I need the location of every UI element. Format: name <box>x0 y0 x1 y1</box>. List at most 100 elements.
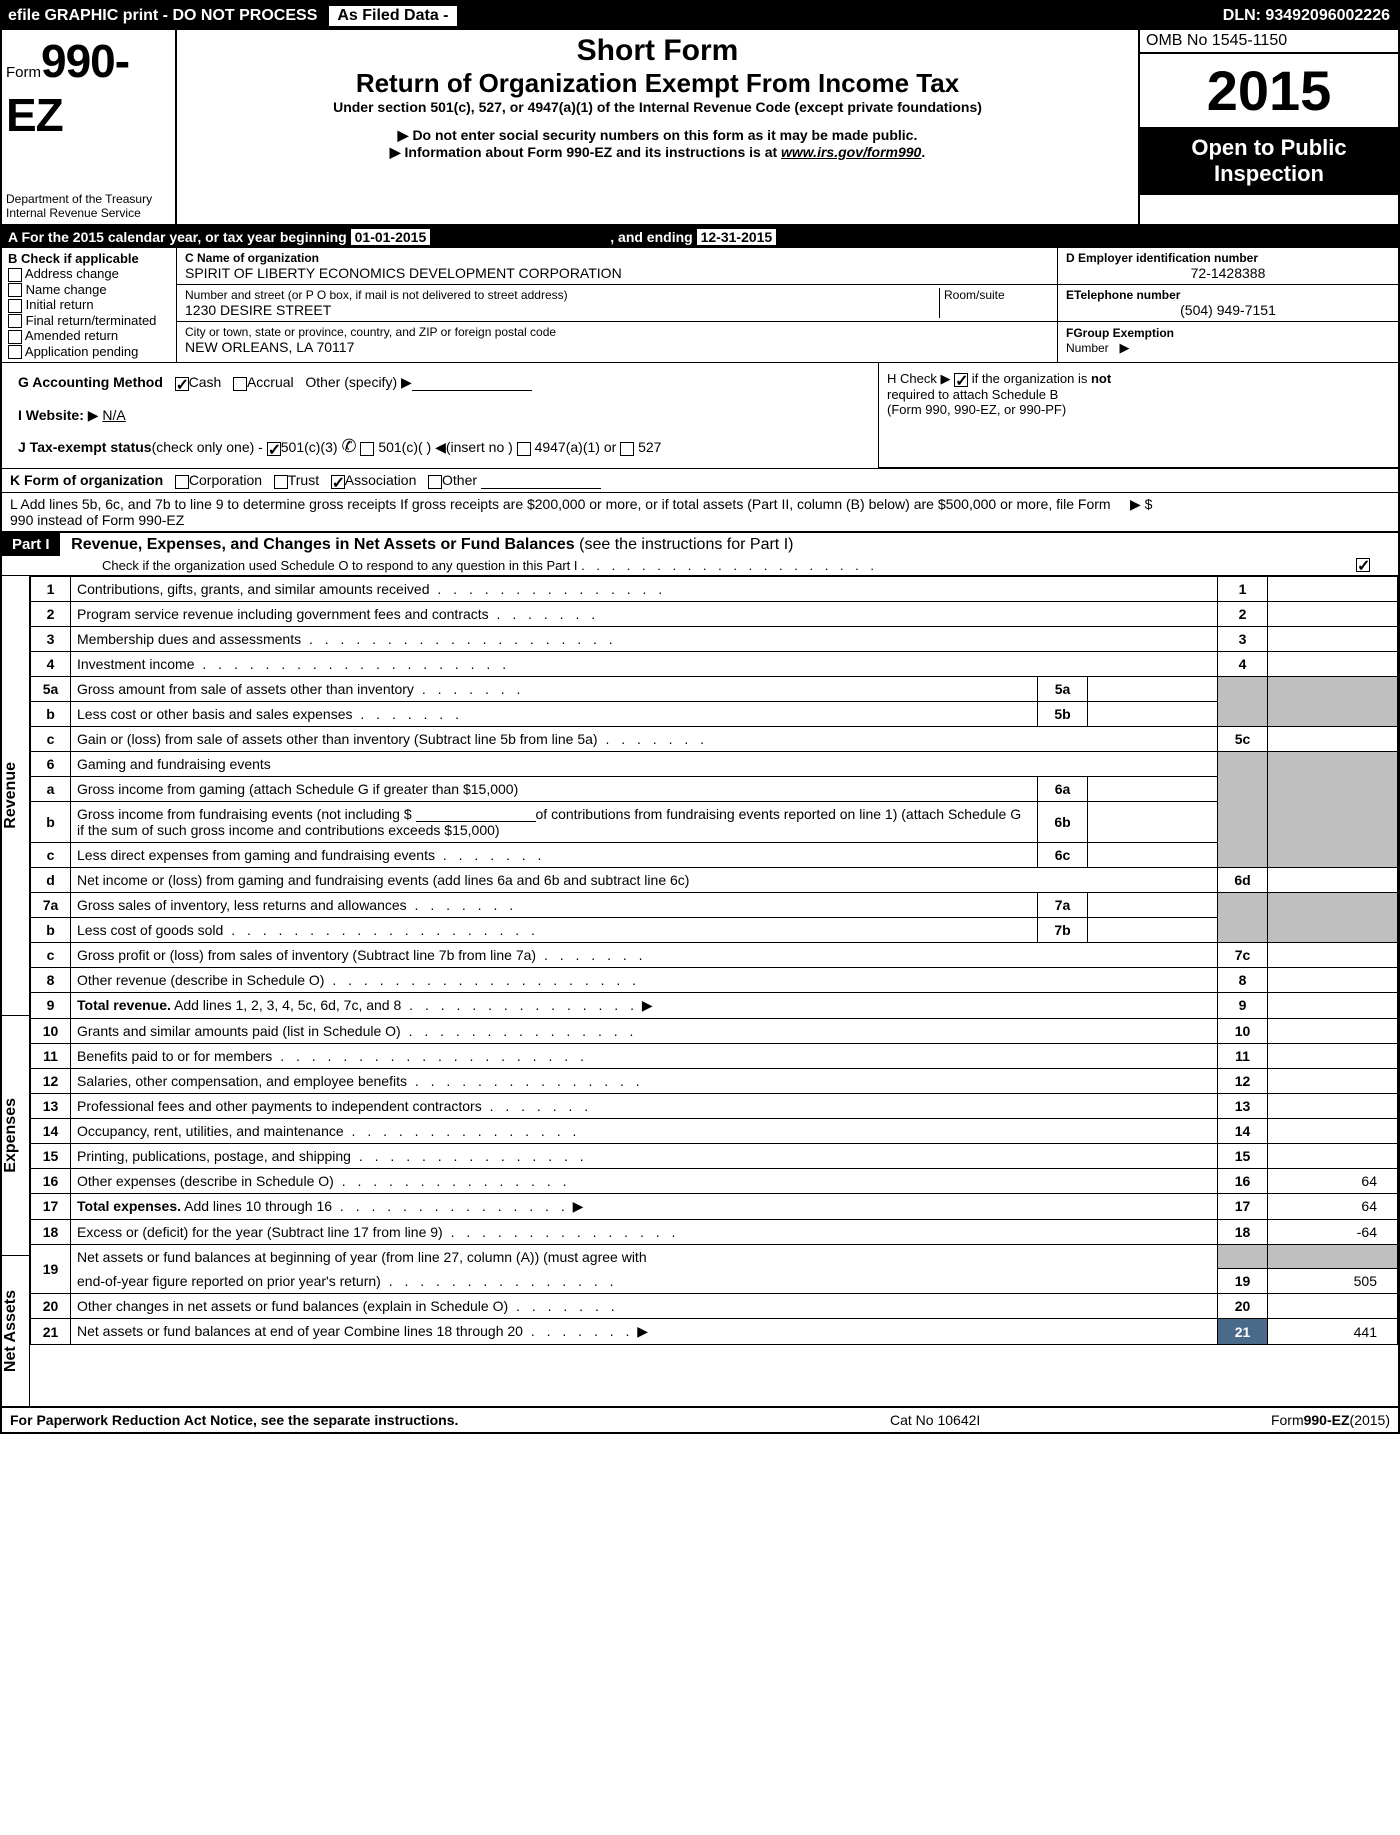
501c-label: 501(c)( ) <box>378 439 431 455</box>
checkbox-assoc[interactable] <box>331 475 345 489</box>
i-website-label: I Website: <box>18 407 84 423</box>
insert-no: (insert no ) <box>446 439 513 455</box>
assoc-label: Association <box>345 472 417 488</box>
checkbox-address-change[interactable] <box>8 268 22 282</box>
line-6a: Gross income from gaming (attach Schedul… <box>77 781 518 797</box>
ghij-block: G Accounting Method Cash Accrual Other (… <box>2 363 1398 469</box>
expenses-side-label: Expenses <box>2 1098 29 1173</box>
b-item: Initial return <box>26 297 94 312</box>
efile-label: efile GRAPHIC print - DO NOT PROCESS <box>2 7 323 25</box>
line-7a: Gross sales of inventory, less returns a… <box>77 897 407 913</box>
org-name: SPIRIT OF LIBERTY ECONOMICS DEVELOPMENT … <box>185 265 1049 281</box>
checkbox-4947[interactable] <box>517 442 531 456</box>
line-9: Add lines 1, 2, 3, 4, 5c, 6d, 7c, and 8 <box>171 997 401 1013</box>
line-8: Other revenue (describe in Schedule O) <box>77 972 324 988</box>
checkbox-final-return[interactable] <box>8 314 22 328</box>
h-not: not <box>1091 371 1111 386</box>
f-group-label: FGroup Exemption <box>1066 326 1174 340</box>
f-number-label: Number <box>1066 341 1109 355</box>
info-about-pre: Information about Form 990-EZ and its in… <box>405 144 781 160</box>
line-7c: Gross profit or (loss) from sales of inv… <box>77 947 536 963</box>
footer-year: (2015) <box>1350 1412 1390 1428</box>
under-section: Under section 501(c), 527, or 4947(a)(1)… <box>187 99 1128 115</box>
line-9-pre: Total revenue. <box>77 997 171 1013</box>
line-12: Salaries, other compensation, and employ… <box>77 1073 407 1089</box>
line-14: Occupancy, rent, utilities, and maintena… <box>77 1123 344 1139</box>
line-3: Membership dues and assessments <box>77 631 301 647</box>
c-street-label: Number and street (or P O box, if mail i… <box>185 288 939 302</box>
part-i-check: Check if the organization used Schedule … <box>102 558 578 573</box>
line-1: Contributions, gifts, grants, and simila… <box>77 581 430 597</box>
open-to-public: Open to Public <box>1144 135 1394 161</box>
form-table: 1Contributions, gifts, grants, and simil… <box>30 576 1398 1346</box>
checkbox-501c[interactable] <box>360 442 374 456</box>
checkbox-schedule-o[interactable] <box>1356 558 1370 572</box>
checkbox-accrual[interactable] <box>233 377 247 391</box>
do-not-enter: Do not enter social security numbers on … <box>412 127 917 143</box>
a-text-pre: A For the 2015 calendar year, or tax yea… <box>8 229 351 245</box>
d-ein-label: D Employer identification number <box>1066 251 1390 265</box>
line-17-pre: Total expenses. <box>77 1198 181 1214</box>
l-text: L Add lines 5b, 6c, and 7b to line 9 to … <box>10 496 1130 528</box>
omb-number: OMB No 1545-1150 <box>1140 30 1398 54</box>
checkbox-corp[interactable] <box>175 475 189 489</box>
line-18: Excess or (deficit) for the year (Subtra… <box>77 1224 443 1240</box>
b-item: Final return/terminated <box>26 313 157 328</box>
ein-value: 72-1428388 <box>1066 265 1390 281</box>
line-19a: Net assets or fund balances at beginning… <box>77 1249 647 1265</box>
inspection: Inspection <box>1144 161 1394 187</box>
c-name-label: C Name of organization <box>185 251 1049 265</box>
line-5a: Gross amount from sale of assets other t… <box>77 681 414 697</box>
phone-value: (504) 949-7151 <box>1066 302 1390 318</box>
h-line3: (Form 990, 990-EZ, or 990-PF) <box>887 402 1390 417</box>
irs-label: Internal Revenue Service <box>6 206 171 220</box>
paperwork-notice: For Paperwork Reduction Act Notice, see … <box>10 1412 890 1428</box>
part-i-subtitle: (see the instructions for Part I) <box>579 536 793 553</box>
4947-label: 4947(a)(1) or <box>535 439 617 455</box>
j-label: J Tax-exempt status <box>18 439 152 455</box>
val-21: 441 <box>1268 1319 1398 1345</box>
val-16: 64 <box>1268 1168 1398 1193</box>
checkbox-cash[interactable] <box>175 377 189 391</box>
return-title: Return of Organization Exempt From Incom… <box>187 68 1128 99</box>
checkbox-527[interactable] <box>620 442 634 456</box>
city-state-zip: NEW ORLEANS, LA 70117 <box>185 339 1049 355</box>
form-page: efile GRAPHIC print - DO NOT PROCESS As … <box>0 0 1400 1434</box>
checkbox-501c3[interactable] <box>267 442 281 456</box>
accrual-label: Accrual <box>247 374 294 390</box>
line-19b: end-of-year figure reported on prior yea… <box>77 1273 381 1289</box>
page-footer: For Paperwork Reduction Act Notice, see … <box>2 1406 1398 1432</box>
l-dollar: $ <box>1145 496 1153 512</box>
part-i-header: Part I Revenue, Expenses, and Changes in… <box>2 533 1398 576</box>
revenue-side-label: Revenue <box>2 762 29 829</box>
checkbox-initial-return[interactable] <box>8 299 22 313</box>
other-label: Other (specify) <box>305 374 397 390</box>
year-end: 12-31-2015 <box>697 229 777 245</box>
bcdef-block: B Check if applicable Address change Nam… <box>2 248 1398 363</box>
checkbox-trust[interactable] <box>274 475 288 489</box>
checkbox-name-change[interactable] <box>8 283 22 297</box>
line-5c: Gain or (loss) from sale of assets other… <box>77 731 598 747</box>
501c3-label: 501(c)(3) <box>281 439 338 455</box>
527-label: 527 <box>638 439 661 455</box>
checkbox-amended[interactable] <box>8 330 22 344</box>
line-15: Printing, publications, postage, and shi… <box>77 1148 351 1164</box>
part-i-body: Revenue Expenses Net Assets 1Contributio… <box>2 576 1398 1406</box>
line-5b: Less cost or other basis and sales expen… <box>77 706 353 722</box>
line-16: Other expenses (describe in Schedule O) <box>77 1173 334 1189</box>
checkbox-other[interactable] <box>428 475 442 489</box>
form-header: Form990-EZ Department of the Treasury In… <box>2 30 1398 226</box>
line-10: Grants and similar amounts paid (list in… <box>77 1023 401 1039</box>
c-city-label: City or town, state or province, country… <box>185 325 1049 339</box>
footer-990ez: 990-EZ <box>1304 1412 1350 1428</box>
h-pre: H Check <box>887 371 940 386</box>
topbar: efile GRAPHIC print - DO NOT PROCESS As … <box>2 2 1398 30</box>
netassets-side-label: Net Assets <box>2 1290 29 1372</box>
form-word: Form <box>6 64 41 81</box>
row-a: A For the 2015 calendar year, or tax yea… <box>2 226 1398 248</box>
checkbox-app-pending[interactable] <box>8 345 22 359</box>
checkbox-h[interactable] <box>954 373 968 387</box>
irs-link[interactable]: www.irs.gov/form990 <box>781 144 921 160</box>
arrow-icon <box>390 144 405 160</box>
line-4: Investment income <box>77 656 195 672</box>
